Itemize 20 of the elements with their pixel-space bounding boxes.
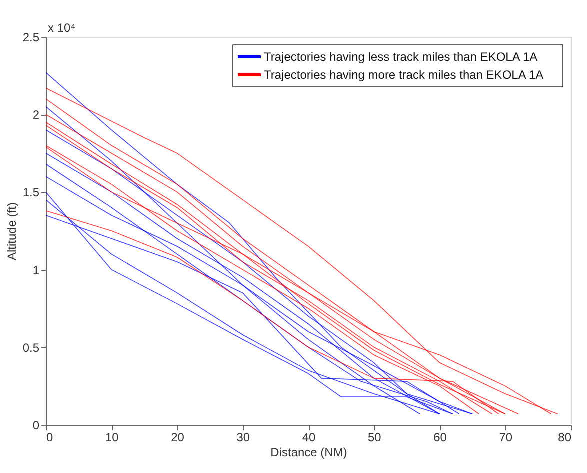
text: x 10⁴ bbox=[48, 21, 76, 35]
x-tick-label: 60 bbox=[434, 430, 448, 444]
x-tick-label: 0 bbox=[46, 430, 54, 444]
y-axis-title: Altitude (ft) bbox=[4, 202, 19, 261]
x-tick-label: 30 bbox=[236, 430, 250, 444]
x-tick-label: 10 bbox=[105, 430, 120, 444]
y-tick-label: 2 bbox=[32, 108, 40, 122]
legend-label: Trajectories having less track miles than EKOLA 1A bbox=[264, 50, 538, 64]
y-tick-label: 1.5 bbox=[22, 186, 40, 200]
x-tick-label: 50 bbox=[368, 430, 382, 444]
x-tick-label: 80 bbox=[558, 430, 572, 444]
y-tick-label: 2.5 bbox=[22, 30, 40, 44]
x-tick-label: 20 bbox=[171, 430, 185, 444]
y-tick-label: 1 bbox=[32, 263, 40, 278]
y-tick-label: 0 bbox=[32, 418, 40, 432]
x-tick-label: 70 bbox=[499, 430, 513, 444]
x-axis-title: Distance (NM) bbox=[270, 446, 348, 460]
x-tick-label: 40 bbox=[302, 430, 316, 444]
y-tick-label: 0.5 bbox=[22, 340, 40, 355]
legend-label: Trajectories having more track miles than EKOLA 1A bbox=[264, 68, 544, 82]
